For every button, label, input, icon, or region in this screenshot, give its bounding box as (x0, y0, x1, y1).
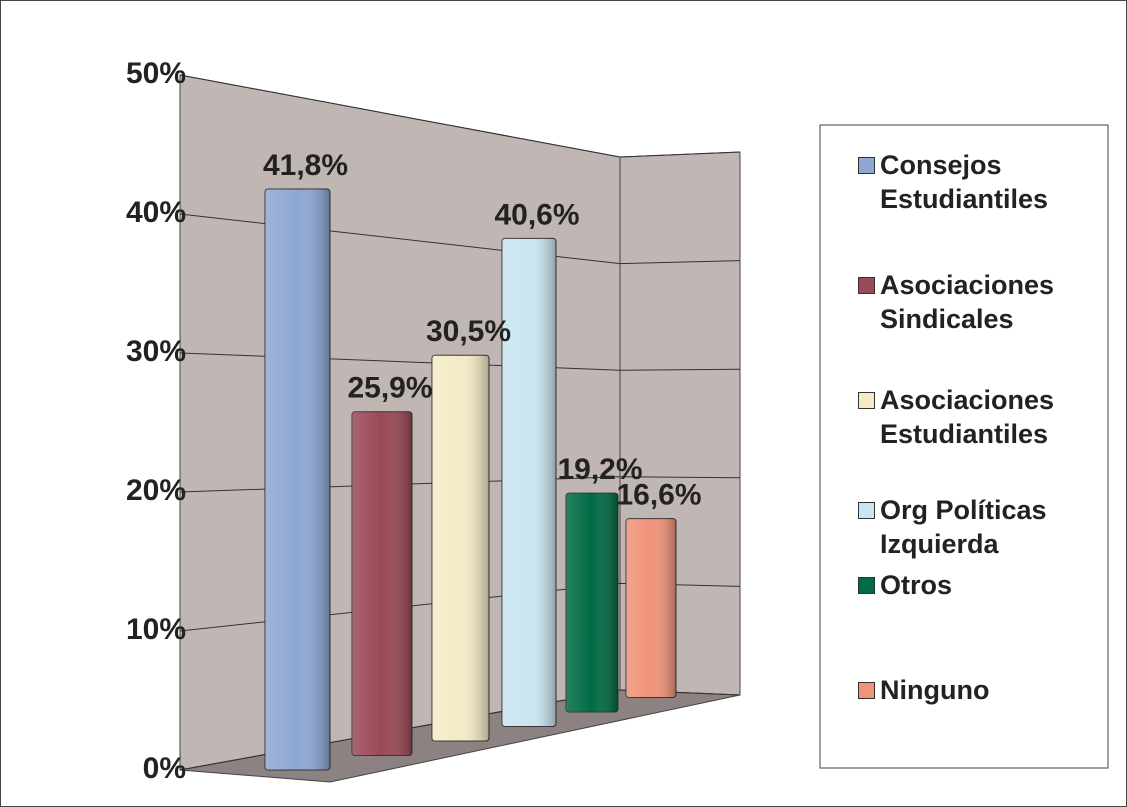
legend-swatch (858, 577, 875, 594)
y-tick-label: 0% (143, 752, 186, 785)
legend-swatch (858, 392, 875, 409)
legend-label: Consejos Estudiantiles (880, 150, 1049, 214)
value-label: 40,6% (494, 198, 579, 231)
y-tick-label: 30% (126, 335, 186, 368)
legend-box (819, 124, 1109, 769)
value-label: 41,8% (263, 149, 348, 182)
bar-shade (502, 238, 556, 727)
legend-label: Otros (880, 570, 953, 600)
legend-label: Org Políticas Izquierda (880, 495, 1047, 559)
legend-swatch (858, 157, 875, 174)
value-label: 19,2% (557, 453, 642, 486)
legend-swatch (858, 682, 875, 699)
bar-shade (566, 493, 618, 712)
y-tick-label: 50% (126, 57, 186, 90)
y-tick-label: 20% (126, 474, 186, 507)
legend-label: Asociaciones Sindicales (880, 270, 1055, 334)
bar-shade (626, 518, 676, 698)
value-label: 30,5% (426, 315, 511, 348)
y-tick-label: 40% (126, 196, 186, 229)
bar-shade (265, 188, 330, 771)
value-label: 25,9% (347, 372, 432, 405)
grid-line (179, 74, 741, 158)
legend-label: Asociaciones Estudiantiles (880, 385, 1055, 449)
bar-shade (432, 355, 489, 741)
value-label: 16,6% (616, 479, 701, 512)
legend-swatch (858, 502, 875, 519)
legend-label: Ninguno (880, 675, 990, 705)
y-tick-label: 10% (126, 613, 186, 646)
bar-shade (352, 411, 412, 756)
legend-swatch (858, 277, 875, 294)
